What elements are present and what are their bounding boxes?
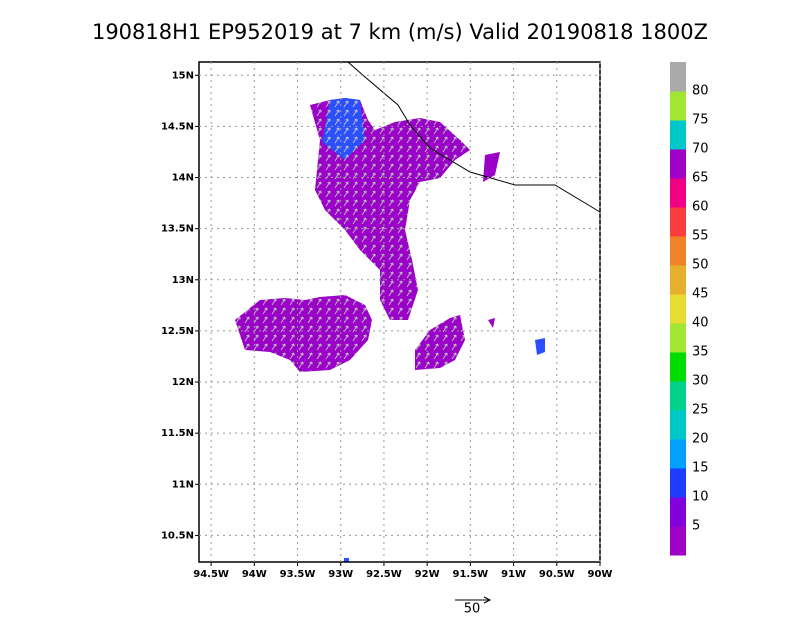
x-tick-label: 90.5W [539,569,575,580]
y-tick-label: 14N [172,173,194,184]
y-tick-label: 10.5N [161,530,194,541]
coastline [347,61,601,213]
colorbar-label: 30 [692,374,709,389]
reference-label: 50 [464,602,481,617]
wind-region [535,338,545,355]
colorbar-box [670,352,686,382]
colorbar-label: 10 [692,490,709,505]
title: 190818H1 EP952019 at 7 km (m/s) Valid 20… [92,20,708,44]
colorbar-label: 40 [692,316,709,331]
colorbar-label: 75 [692,113,709,128]
colorbar-box [670,526,686,556]
colorbar-box [670,62,686,92]
colorbar-box [670,91,686,121]
x-tick-label: 92W [415,569,440,580]
colorbar-label: 60 [692,200,709,215]
colorbar-box [670,207,686,237]
colorbar-box [670,439,686,469]
x-tick-label: 92.5W [366,569,402,580]
x-tick-label: 93W [328,569,353,580]
wind-region [483,152,500,182]
colorbar-box [670,178,686,208]
x-tick-label: 94W [242,569,267,580]
x-tick-label: 90W [588,569,613,580]
colorbar-label: 20 [692,432,709,447]
colorbar-label: 25 [692,403,709,418]
colorbar-label: 35 [692,345,709,360]
y-tick-label: 12N [172,377,194,388]
colorbar-label: 55 [692,229,709,244]
y-tick-label: 11.5N [161,428,194,439]
colorbar-box [670,497,686,527]
colorbar-box [670,323,686,353]
colorbar-box [670,265,686,295]
colorbar-label: 15 [692,461,709,476]
colorbar: 5 10 15 20 25 30 35 40 45 50 55 60 65 70 75 80 [670,62,709,556]
x-tick-label: 94.5W [193,569,229,580]
wind-region [488,318,495,328]
colorbar-label: 50 [692,258,709,273]
colorbar-box [670,149,686,179]
colorbar-label: 80 [692,84,709,99]
colorbar-label: 70 [692,142,709,157]
y-tick-label: 11N [172,479,194,490]
colorbar-box [670,468,686,498]
colorbar-box [670,381,686,411]
colorbar-box [670,236,686,266]
plot-frame [198,61,601,563]
x-tick-label: 93.5W [280,569,316,580]
y-tick-label: 15N [172,70,194,81]
colorbar-box [670,294,686,324]
y-tick-label: 12.5N [161,326,194,337]
x-tick-label: 91W [501,569,526,580]
reference-arrowhead [483,596,492,604]
y-tick-label: 13N [172,275,194,286]
y-tick-label: 14.5N [161,121,194,132]
colorbar-box [670,410,686,440]
colorbar-label: 5 [692,519,700,534]
y-tick-label: 13.5N [161,224,194,235]
colorbar-label: 45 [692,287,709,302]
colorbar-label: 65 [692,171,709,186]
x-tick-label: 91.5W [453,569,489,580]
wind-regions [235,98,545,562]
colorbar-box [670,120,686,150]
wind-region [344,558,349,562]
plot-area: 94.5W 94W 93.5W 93W 92.5W 92W 91.5W 91W 90.5W 90W… [161,61,613,580]
